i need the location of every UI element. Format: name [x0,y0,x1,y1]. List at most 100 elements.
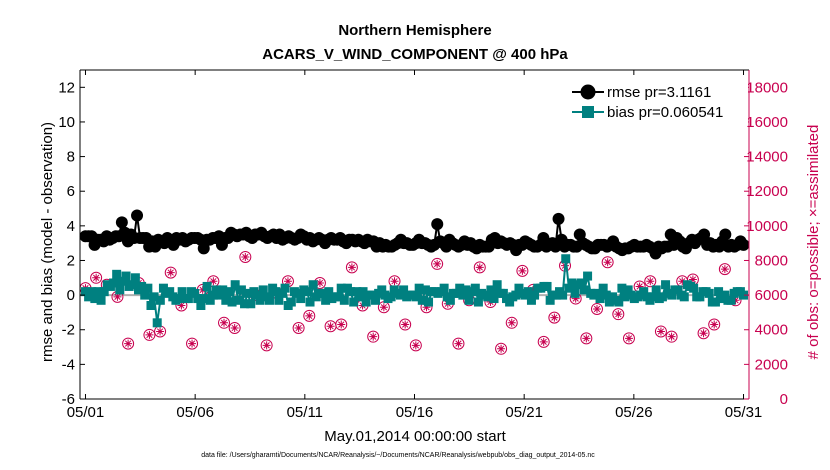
obs-assimilated-marker [337,320,346,329]
x-tick-label: 05/31 [725,404,763,421]
obs-possible-marker [537,335,550,348]
obs-possible-marker [654,325,667,338]
bias-point [461,285,471,295]
bias-point [424,297,434,307]
obs-possible-marker [345,261,358,274]
obs-point [239,251,252,264]
obs-possible-marker [495,342,508,355]
bias-point [137,281,147,291]
bias-point [177,287,187,297]
obs-assimilated-marker [113,292,122,301]
bias-point [215,290,225,300]
obs-point [516,264,529,277]
obs-point [409,339,422,352]
obs-point [324,320,337,333]
y-tick-label: 6 [67,183,75,200]
bias-point [324,287,334,297]
obs-assimilated-marker [518,266,527,275]
x-tick-label: 05/21 [505,404,543,421]
bias-point [286,297,296,307]
bias-point [127,280,137,290]
legend-rmse-label: rmse pr=3.1161 [607,84,711,101]
obs-point [367,330,380,343]
obs-assimilated-marker [422,303,431,312]
obs-assimilated-marker [454,339,463,348]
bias-point [339,295,349,305]
y2-tick-label: 14000 [746,149,788,166]
obs-point [164,266,177,279]
obs-assimilated-marker [507,318,516,327]
bias-markers [80,254,749,328]
axes: 05/01 05/06 05/11 05/16 05/21 05/26 05/31 -6 -4 -… [58,69,788,421]
bias-point [355,292,365,302]
obs-assimilated-marker [603,258,612,267]
obs-point [260,339,273,352]
bias-point [84,292,94,302]
bias-point [155,295,165,305]
bias-point [455,283,465,293]
bias-point [377,285,387,295]
bias-point [143,283,153,293]
bias-point [414,283,424,293]
obs-possible-marker [590,302,603,315]
bias-point [452,288,462,298]
bias-point [617,283,627,293]
obs-possible-marker [718,263,731,276]
obs-possible-marker [622,332,635,345]
bias-point [483,292,493,302]
y-tick-label: 0 [67,287,75,304]
bias-point [224,287,234,297]
bias-point [227,297,237,307]
bias-point [149,292,159,302]
obs-point [548,311,561,324]
bias-point [333,292,343,302]
obs-assimilated-marker [529,285,538,294]
rmse-markers [79,209,750,260]
y-tick-label: 10 [58,114,75,131]
y-axis-label: rmse and bias (model - observation) [39,122,56,362]
bias-point [90,294,100,304]
obs-point [601,256,614,269]
bias-point [358,287,368,297]
obs-point [431,257,444,270]
obs-point [335,318,348,331]
obs-point [154,325,167,338]
bias-point [639,287,649,297]
rmse-point [131,209,144,222]
rmse-point [719,228,732,241]
obs-point [718,263,731,276]
obs-assimilated-marker [294,324,303,333]
obs-assimilated-marker [710,320,719,329]
obs-point [452,337,465,350]
obs-assimilated-marker [614,310,623,319]
obs-assimilated-marker [315,278,324,287]
bias-point [361,297,371,307]
obs-point [590,302,603,315]
bias-point [445,295,455,305]
obs-possible-marker [239,251,252,264]
bias-point [579,285,589,295]
obs-assimilated-marker [326,322,335,331]
x-tick-label: 05/26 [615,404,653,421]
bias-point [274,295,284,305]
legend-bias-marker [582,106,594,118]
legend-rmse-marker [580,84,596,100]
y2-tick-label: 12000 [746,183,788,200]
obs-possible-marker [143,328,156,341]
bias-point [193,294,203,304]
obs-assimilated-marker [678,277,687,286]
obs-possible-marker [367,330,380,343]
bias-point [80,287,90,297]
obs-assimilated-marker [156,327,165,336]
obs-assimilated-marker [688,275,697,284]
obs-possible-marker [122,337,135,350]
obs-point [644,275,657,288]
bias-point [492,280,502,290]
obs-point [580,332,593,345]
bias-point [243,288,253,298]
obs-assimilated-marker [411,341,420,350]
bias-point [277,288,287,298]
bias-point [726,295,736,305]
bias-point [679,292,689,302]
bias-point [130,273,140,283]
